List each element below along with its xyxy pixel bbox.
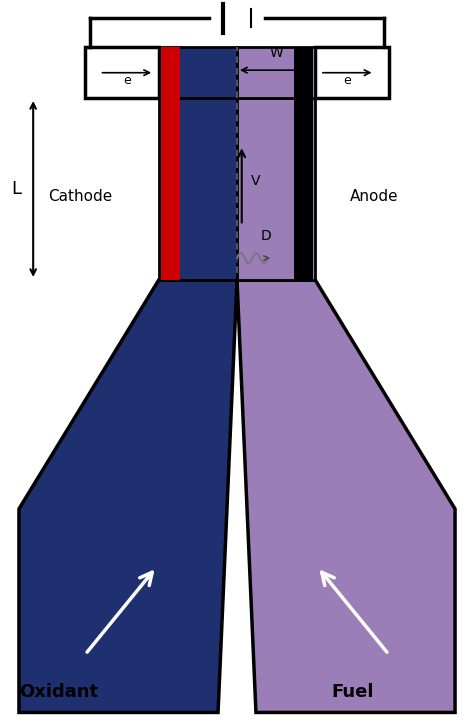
Text: e: e: [343, 73, 351, 87]
Bar: [159, 47, 237, 98]
Text: L: L: [11, 180, 21, 198]
Bar: [315, 47, 389, 98]
Bar: [237, 47, 315, 98]
Bar: [161, 98, 180, 280]
Bar: [294, 47, 313, 98]
Bar: [294, 98, 313, 280]
Text: Oxidant: Oxidant: [19, 683, 98, 702]
Text: V: V: [251, 174, 261, 188]
Text: W: W: [269, 46, 283, 60]
Bar: [85, 47, 159, 98]
Text: e: e: [123, 73, 131, 87]
Bar: [237, 98, 315, 280]
Bar: [159, 98, 237, 280]
Polygon shape: [237, 280, 455, 712]
Polygon shape: [19, 280, 237, 712]
Bar: [161, 47, 180, 98]
Text: Fuel: Fuel: [332, 683, 374, 702]
Text: D: D: [261, 229, 272, 243]
Text: Cathode: Cathode: [48, 189, 113, 204]
Text: Anode: Anode: [350, 189, 399, 204]
